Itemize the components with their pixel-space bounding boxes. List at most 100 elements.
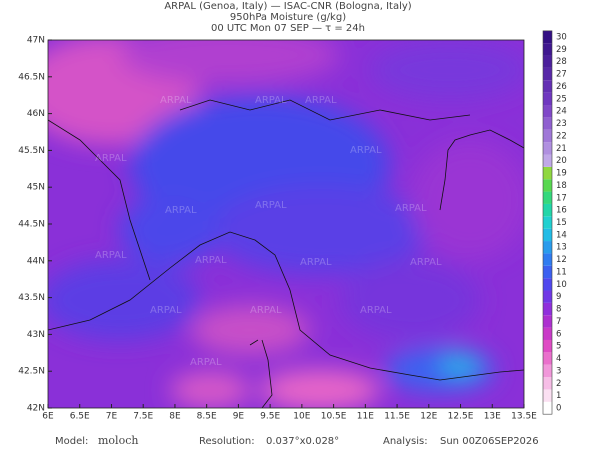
watermark: ARPAL bbox=[195, 255, 227, 266]
colorbar-swatch bbox=[543, 327, 552, 340]
watermark: ARPAL bbox=[95, 250, 127, 261]
colorbar-label: 29 bbox=[556, 45, 567, 55]
colorbar-swatch bbox=[543, 315, 552, 328]
colorbar-label: 18 bbox=[556, 181, 567, 191]
header-line: 00 UTC Mon 07 SEP — τ = 24h bbox=[211, 23, 365, 34]
colorbar-label: 13 bbox=[556, 243, 567, 253]
colorbar-swatch bbox=[543, 377, 552, 390]
colorbar-label: 30 bbox=[556, 33, 567, 43]
lon-tick-label: 6.5E bbox=[70, 412, 90, 422]
lon-tick-label: 12.5E bbox=[448, 412, 474, 422]
watermark: ARPAL bbox=[410, 257, 442, 268]
moisture-field: ARPAL ARPAL ARPAL ARPAL ARPAL ARPAL ARPAL ARPAL… bbox=[48, 40, 524, 418]
lon-tick-label: 10E bbox=[293, 412, 310, 422]
lon-tick-label: 9.5E bbox=[260, 412, 280, 422]
colorbar-swatch bbox=[543, 401, 552, 415]
footer-model-label: Model: bbox=[55, 436, 88, 447]
colorbar-swatch bbox=[543, 216, 552, 229]
lon-tick-label: 7E bbox=[106, 412, 118, 422]
lat-tick-label: 45N bbox=[27, 183, 45, 193]
coastline bbox=[48, 99, 524, 408]
footer-analysis-label: Analysis: bbox=[383, 436, 428, 447]
colorbar-swatch bbox=[543, 166, 552, 180]
watermark: ARPAL bbox=[160, 95, 192, 106]
colorbar-swatch bbox=[543, 265, 552, 279]
watermark: ARPAL bbox=[300, 407, 332, 418]
colorbar-swatch bbox=[543, 80, 552, 93]
colorbar-swatch bbox=[543, 352, 552, 365]
colorbar-swatch bbox=[543, 67, 552, 81]
footer-model: moloch bbox=[98, 434, 138, 447]
colorbar-swatch bbox=[543, 339, 552, 353]
colorbar-label: 1 bbox=[556, 391, 561, 401]
colorbar-label: 15 bbox=[556, 218, 567, 228]
lon-tick-label: 10.5E bbox=[321, 412, 347, 422]
colorbar-swatch bbox=[543, 142, 552, 155]
colorbar-label: 23 bbox=[556, 119, 567, 129]
watermark: ARPAL bbox=[95, 153, 127, 164]
colorbar-label: 27 bbox=[556, 70, 567, 80]
colorbar-label: 3 bbox=[556, 366, 561, 376]
lon-tick-label: 6E bbox=[42, 412, 54, 422]
lon-tick-label: 11.5E bbox=[384, 412, 410, 422]
colorbar-label: 11 bbox=[556, 267, 567, 277]
lon-tick-label: 9E bbox=[233, 412, 245, 422]
colorbar-swatch bbox=[543, 191, 552, 204]
watermark: ARPAL bbox=[395, 203, 427, 214]
lon-tick-label: 8.5E bbox=[197, 412, 217, 422]
colorbar-label: 19 bbox=[556, 169, 567, 179]
colorbar-label: 12 bbox=[556, 255, 567, 265]
lon-tick-label: 8E bbox=[169, 412, 181, 422]
watermark: ARPAL bbox=[165, 205, 197, 216]
colorbar-label: 14 bbox=[556, 230, 567, 240]
colorbar-swatch bbox=[543, 278, 552, 291]
colorbar-swatch bbox=[543, 105, 552, 118]
footer-resolution-label: Resolution: bbox=[199, 436, 255, 447]
lat-tick-label: 44.5N bbox=[18, 220, 45, 230]
lon-tick-label: 13.5E bbox=[511, 412, 537, 422]
colorbar-label: 20 bbox=[556, 156, 567, 166]
colorbar-swatch bbox=[543, 228, 552, 242]
lon-tick-label: 12E bbox=[420, 412, 437, 422]
footer-analysis: Sun 00Z06SEP2026 bbox=[440, 436, 539, 447]
lat-tick-label: 42N bbox=[27, 404, 45, 414]
header-line: 950hPa Moisture (g/kg) bbox=[230, 12, 346, 23]
colorbar-swatch bbox=[543, 92, 552, 106]
colorbar-label: 7 bbox=[556, 317, 561, 327]
colorbar-label: 21 bbox=[556, 144, 567, 154]
colorbar-swatch bbox=[543, 241, 552, 254]
watermark: ARPAL bbox=[255, 95, 287, 106]
colorbar-swatch bbox=[543, 43, 552, 56]
footer-resolution: 0.037°x0.028° bbox=[266, 436, 339, 447]
colorbar-label: 6 bbox=[556, 329, 561, 339]
watermark: ARPAL bbox=[305, 95, 337, 106]
colorbar-swatch bbox=[543, 30, 552, 44]
colorbar-label: 26 bbox=[556, 82, 567, 92]
lat-tick-label: 43N bbox=[27, 330, 45, 340]
lat-tick-label: 47N bbox=[27, 36, 45, 46]
watermark: ARPAL bbox=[300, 257, 332, 268]
colorbar-swatch bbox=[543, 179, 552, 192]
colorbar-label: 28 bbox=[556, 57, 567, 67]
colorbar-swatch bbox=[543, 364, 552, 378]
lat-tick-label: 46.5N bbox=[18, 72, 45, 82]
lat-tick-label: 43.5N bbox=[18, 293, 45, 303]
colorbar-swatch bbox=[543, 389, 552, 402]
colorbar-label: 24 bbox=[556, 107, 567, 117]
colorbar-label: 5 bbox=[556, 342, 561, 352]
colorbar-swatch bbox=[543, 55, 552, 68]
colorbar-swatch bbox=[543, 290, 552, 303]
lat-tick-label: 42.5N bbox=[18, 367, 45, 377]
colorbar-label: 22 bbox=[556, 131, 567, 141]
colorbar-label: 10 bbox=[556, 280, 567, 290]
lon-tick-label: 13E bbox=[484, 412, 501, 422]
colorbar-frame bbox=[542, 30, 553, 415]
watermark: ARPAL bbox=[360, 305, 392, 316]
watermark: ARPAL bbox=[190, 357, 222, 368]
lat-tick-label: 45.5N bbox=[18, 146, 45, 156]
colorbar-swatch bbox=[543, 129, 552, 143]
colorbar-label: 4 bbox=[556, 354, 561, 364]
lat-tick-label: 44N bbox=[27, 256, 45, 266]
colorbar-swatch bbox=[543, 302, 552, 316]
watermark: ARPAL bbox=[250, 305, 282, 316]
